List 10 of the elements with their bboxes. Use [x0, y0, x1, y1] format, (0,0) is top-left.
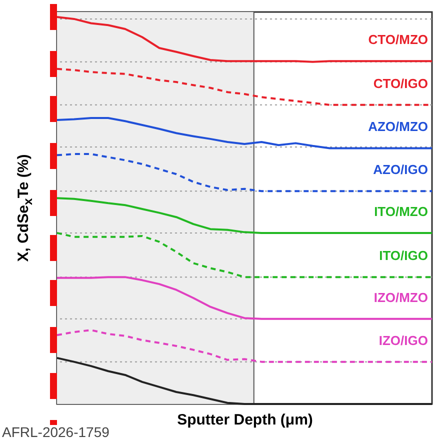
series-label: ITO/MZO	[374, 204, 428, 219]
series-label: IZO/IGO	[378, 332, 428, 348]
series-label: CTO/IGO	[373, 76, 428, 91]
series-label: CTO/MZO	[368, 32, 428, 48]
series-label: ITO/IGO	[379, 248, 428, 264]
series-label: IZO/MZO	[374, 290, 428, 305]
series-label: AZO/IGO	[373, 162, 428, 178]
x-axis-title: Sputter Depth (μm)	[177, 412, 313, 428]
series-label: AZO/MZO	[368, 119, 428, 134]
text: AFRL-2026-1759	[2, 424, 110, 440]
